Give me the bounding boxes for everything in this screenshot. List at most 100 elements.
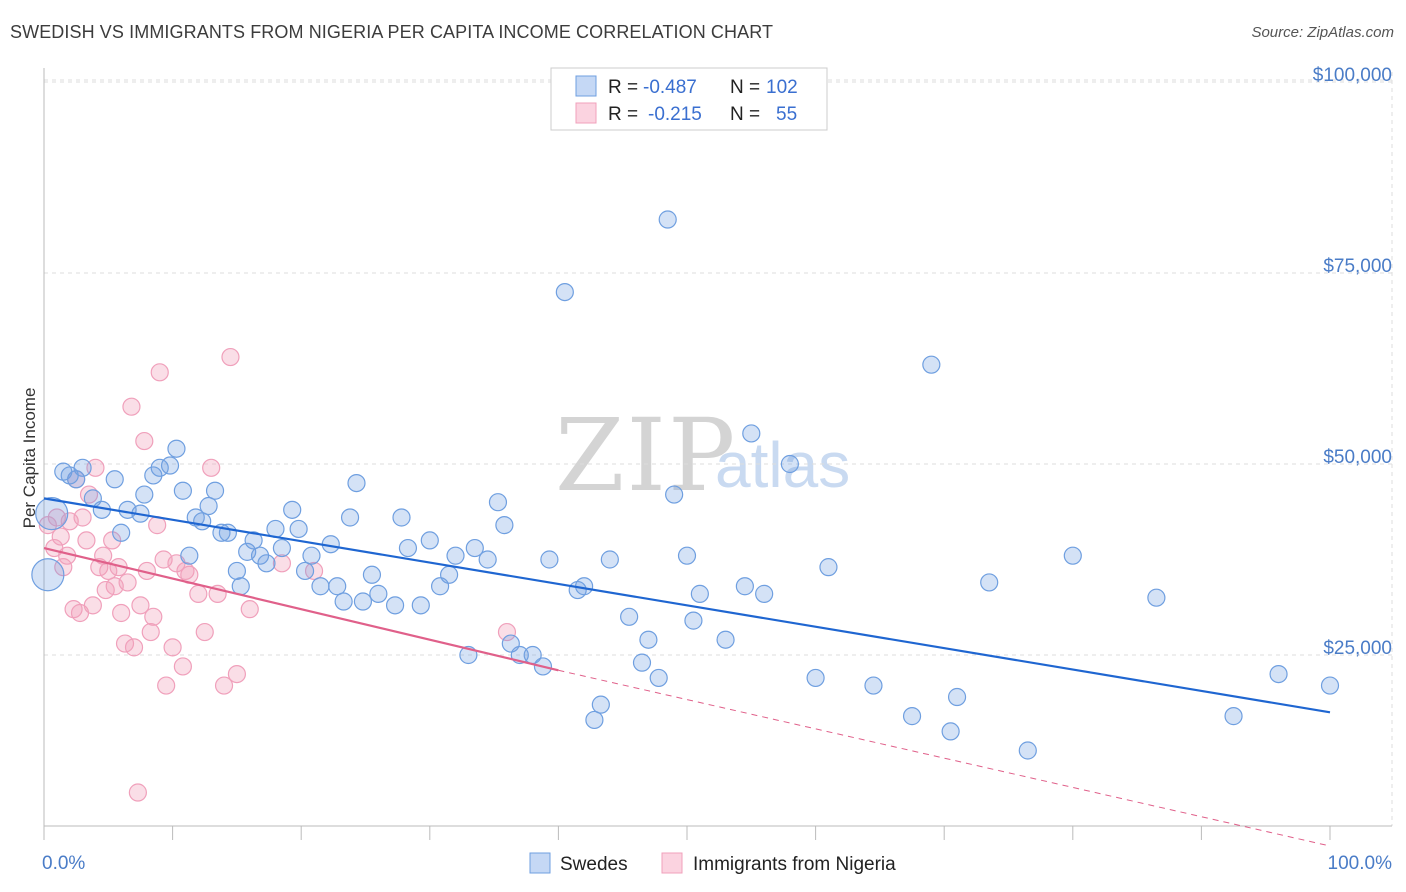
- swedes-point: [35, 497, 69, 531]
- swedes-point: [105, 470, 124, 489]
- nigeria-point: [73, 508, 92, 527]
- nigeria-point: [221, 347, 240, 367]
- legend-r-label-nigeria: R =: [608, 104, 638, 125]
- swedes-point: [289, 519, 308, 539]
- legend-bottom-label-nigeria: Immigrants from Nigeria: [693, 854, 896, 875]
- swedes-point: [73, 458, 92, 477]
- swedes-point: [600, 550, 619, 569]
- nigeria-point: [122, 397, 141, 416]
- watermark: ZIP atlas: [555, 397, 850, 514]
- legend-bottom: Swedes Immigrants from Nigeria: [529, 852, 896, 875]
- y-tick-label-0: $25,000: [1323, 638, 1392, 659]
- swedes-point: [585, 710, 604, 730]
- legend-n-label-nigeria: N =: [730, 104, 760, 125]
- swedes-point: [555, 283, 574, 302]
- swedes-point: [398, 538, 418, 558]
- swedes-point: [941, 722, 960, 741]
- swedes-point: [205, 481, 225, 500]
- swedes-point: [199, 496, 218, 516]
- swedes-point: [591, 695, 610, 714]
- nigeria-point: [202, 458, 221, 477]
- swedes-point: [227, 561, 246, 581]
- watermark-atlas: atlas: [715, 429, 850, 501]
- nigeria-point: [135, 431, 154, 451]
- swedes-point: [632, 653, 652, 672]
- swedes-point: [244, 531, 263, 550]
- nigeria-point: [150, 363, 169, 382]
- watermark-zip: ZIP: [555, 397, 737, 514]
- legend-r-value-swedes: -0.487: [643, 77, 697, 98]
- nigeria-point: [240, 600, 259, 619]
- nigeria-point: [128, 783, 147, 802]
- swedes-point: [283, 500, 302, 519]
- nigeria-point: [86, 458, 105, 477]
- legend-top: R = -0.487 N = 102 R = -0.215 N = 55: [550, 67, 828, 131]
- swedes-point: [420, 531, 439, 550]
- swedes-point: [1320, 676, 1340, 695]
- swedes-point: [250, 546, 270, 565]
- swedes-point: [112, 523, 131, 542]
- swedes-point: [295, 561, 315, 581]
- swedes-point: [231, 577, 250, 596]
- swedes-point: [1269, 664, 1288, 684]
- swedes-point: [780, 454, 799, 474]
- nigeria-point: [195, 622, 214, 642]
- nigeria-point: [112, 603, 131, 623]
- swedes-point: [478, 550, 497, 569]
- source-label: Source: ZipAtlas.com: [1251, 24, 1394, 41]
- swedes-point: [340, 508, 360, 527]
- swedes-point: [684, 611, 703, 630]
- swedes-point: [488, 493, 508, 512]
- swedes-point: [819, 558, 838, 577]
- swedes-point: [540, 550, 559, 569]
- nigeria-point: [189, 584, 208, 603]
- swedes-point: [218, 523, 237, 542]
- swedes-point: [620, 607, 639, 626]
- swedes-point: [411, 596, 430, 615]
- y-tick-label-1: $50,000: [1323, 447, 1392, 468]
- swedes-point: [658, 210, 677, 229]
- swedes-point: [1224, 707, 1243, 726]
- legend-n-label-swedes: N =: [730, 77, 760, 98]
- x-tick-label-min: 0.0%: [42, 853, 85, 874]
- swedes-point: [173, 481, 192, 500]
- nigeria-point: [118, 573, 137, 592]
- nigeria-point: [497, 622, 517, 642]
- swedes-point: [665, 485, 684, 504]
- legend-bottom-swatch-swedes: [529, 852, 551, 874]
- y-tick-label-2: $75,000: [1323, 256, 1392, 277]
- swedes-point: [922, 355, 941, 374]
- nigeria-point: [124, 638, 144, 657]
- nigeria-point: [141, 622, 160, 642]
- chart-title: SWEDISH VS IMMIGRANTS FROM NIGERIA PER C…: [10, 22, 774, 42]
- legend-box: [550, 67, 828, 131]
- nigeria-point: [96, 580, 115, 600]
- legend-bottom-label-swedes: Swedes: [560, 854, 628, 875]
- nigeria-point: [77, 531, 96, 550]
- swedes-point: [167, 439, 186, 458]
- swedes-point: [369, 584, 388, 603]
- swedes-point: [735, 577, 754, 596]
- swedes-point: [353, 592, 373, 611]
- swedes-point: [302, 546, 321, 565]
- swedes-point: [362, 565, 382, 584]
- swedes-point: [392, 508, 411, 527]
- y-tick-label-3: $100,000: [1313, 65, 1392, 86]
- swedes-point: [1147, 588, 1166, 607]
- swedes-point: [649, 668, 668, 688]
- swedes-point: [639, 630, 658, 649]
- swedes-point: [806, 668, 825, 688]
- swedes-point: [465, 538, 484, 558]
- swedes-point: [180, 546, 199, 565]
- nigeria-point: [115, 634, 135, 653]
- swedes-point: [690, 584, 709, 603]
- legend-n-value-swedes: 102: [766, 77, 798, 98]
- swedes-point: [193, 512, 212, 531]
- swedes-point: [1018, 741, 1037, 760]
- x-tick-label-max: 100.0%: [1328, 853, 1393, 874]
- swedes-point: [31, 558, 65, 592]
- nigeria-point: [163, 638, 182, 657]
- swedes-point: [755, 584, 774, 603]
- swedes-point: [385, 596, 405, 615]
